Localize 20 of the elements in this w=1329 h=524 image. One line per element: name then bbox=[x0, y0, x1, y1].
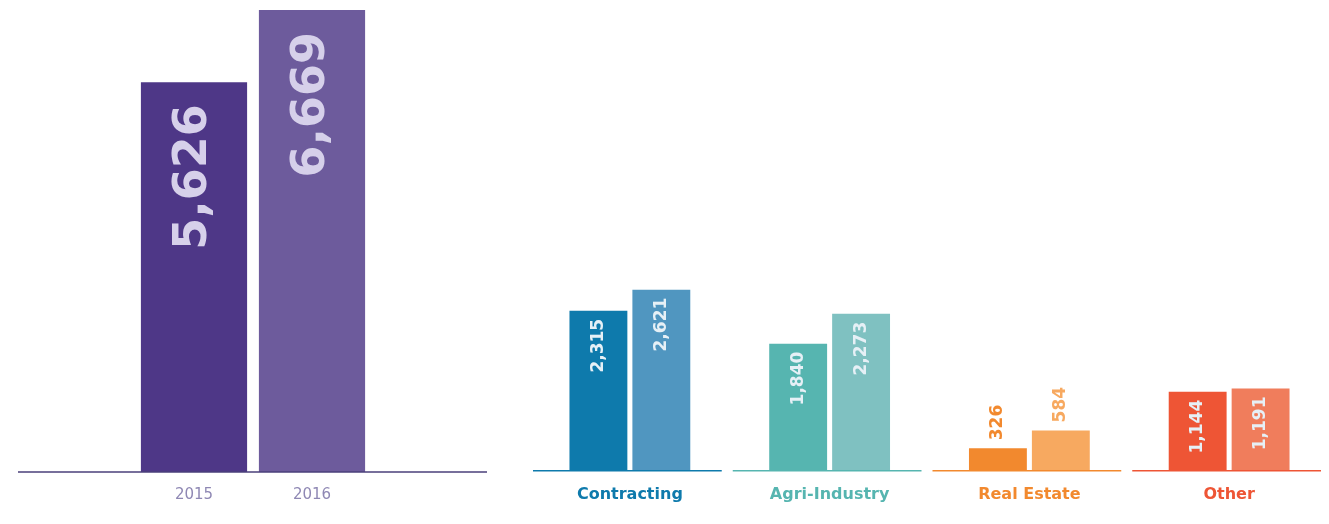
bar bbox=[632, 289, 691, 471]
data-label: 5,626 bbox=[162, 104, 217, 250]
x-tick-label: Agri-Industry bbox=[769, 483, 890, 503]
data-label: 584 bbox=[1049, 386, 1070, 423]
data-label: 2,273 bbox=[849, 321, 870, 376]
data-label: 2,621 bbox=[649, 297, 670, 352]
x-tick-label: Other bbox=[1203, 483, 1255, 503]
bar bbox=[1231, 388, 1290, 471]
x-tick-label: Real Estate bbox=[978, 483, 1081, 503]
x-tick-label: 2015 bbox=[174, 484, 214, 503]
data-label: 2,315 bbox=[586, 318, 607, 373]
bar bbox=[1031, 430, 1090, 471]
x-tick-label: 2016 bbox=[292, 484, 332, 503]
data-label: 326 bbox=[986, 404, 1007, 441]
data-label: 1,144 bbox=[1186, 399, 1207, 454]
data-label: 1,191 bbox=[1249, 396, 1270, 451]
bar bbox=[832, 313, 891, 471]
data-label: 6,669 bbox=[280, 32, 335, 178]
data-label: 1,840 bbox=[786, 351, 807, 406]
x-tick-label: Contracting bbox=[576, 483, 683, 503]
